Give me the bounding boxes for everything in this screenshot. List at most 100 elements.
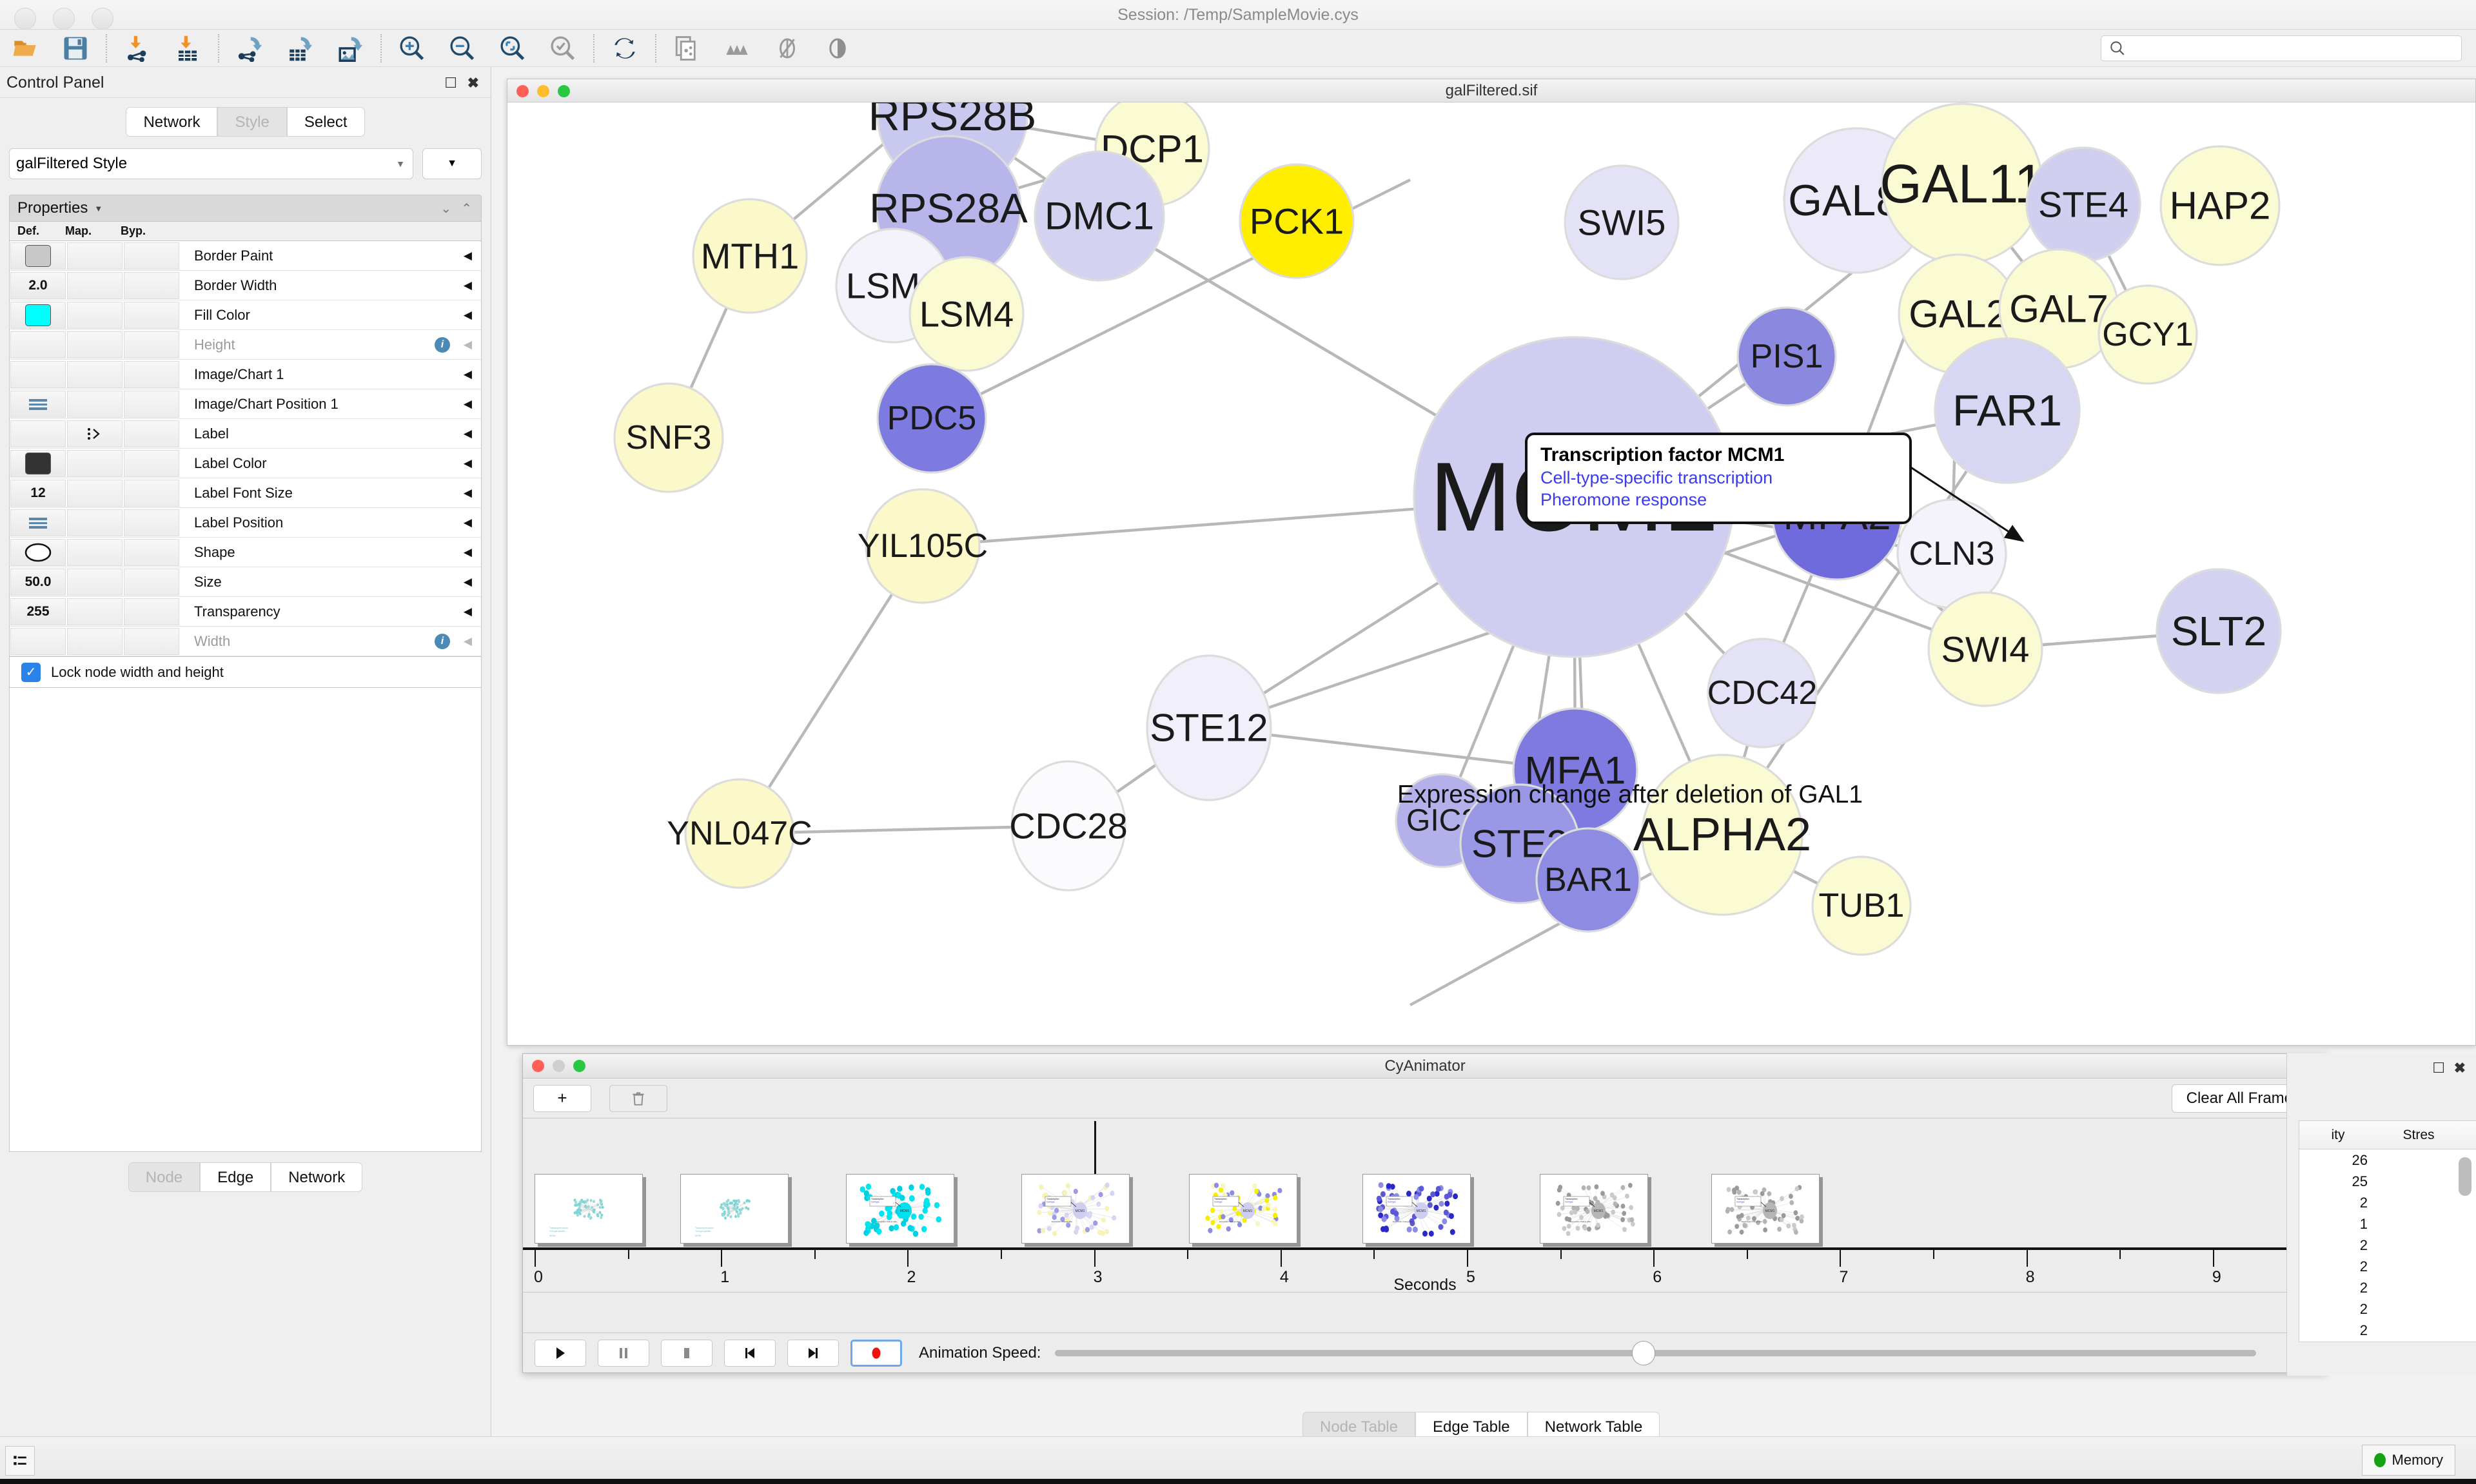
tab-network-style[interactable]: Network — [271, 1162, 363, 1192]
memory-status-button[interactable]: Memory — [2361, 1445, 2455, 1476]
chevron-left-icon[interactable]: ◀ — [463, 545, 472, 558]
info-icon[interactable]: i — [435, 633, 450, 649]
chevron-left-icon[interactable]: ◀ — [463, 605, 472, 618]
close-icon[interactable]: ✖ — [2453, 1060, 2466, 1076]
lock-node-size-row[interactable]: ✓ Lock node width and height — [9, 657, 482, 688]
table-row[interactable]: 2 — [2299, 1192, 2476, 1213]
property-bypass-cell[interactable] — [124, 420, 179, 447]
property-row[interactable]: Fill Color ◀ — [10, 300, 481, 330]
network-node[interactable]: SWI4 — [1927, 591, 2043, 707]
open-folder-icon[interactable] — [0, 30, 50, 67]
property-mapping-cell[interactable] — [67, 420, 123, 447]
property-row[interactable]: Label Position ◀ — [10, 508, 481, 538]
property-row[interactable]: Label Color ◀ — [10, 449, 481, 478]
table-row[interactable]: 2 — [2299, 1256, 2476, 1277]
network-node[interactable]: DMC1 — [1034, 150, 1165, 282]
minimize-window-button[interactable] — [537, 85, 549, 97]
chevron-left-icon[interactable]: ◀ — [463, 367, 472, 380]
float-panel-icon[interactable]: ☐ — [2432, 1060, 2445, 1076]
table-row[interactable]: 2 — [2299, 1235, 2476, 1256]
results-table-grid[interactable]: ity Stres 26 25 2 1 2 2 2 2 2 — [2299, 1120, 2476, 1342]
property-default-cell[interactable]: 2.0 — [10, 271, 66, 299]
network-node[interactable]: GAL11 — [1880, 103, 2045, 265]
property-bypass-cell[interactable] — [124, 390, 179, 418]
network-node[interactable]: YIL105C — [858, 488, 988, 604]
network-node[interactable]: BAR1 — [1535, 827, 1641, 933]
style-select[interactable]: galFiltered Style ▼ — [9, 148, 413, 179]
property-row[interactable]: Width i ◀ — [10, 627, 481, 656]
lock-node-checkbox[interactable]: ✓ — [21, 662, 41, 682]
zoom-fit-icon[interactable] — [487, 30, 538, 67]
property-row[interactable]: Label ◀ — [10, 419, 481, 449]
timeline-frame[interactable]: Transcription factor Cell-type-specific MC… — [535, 1174, 643, 1244]
column-header-ity[interactable]: ity — [2331, 1127, 2345, 1142]
chevron-left-icon[interactable]: ◀ — [463, 456, 472, 469]
import-network-icon[interactable] — [112, 30, 162, 67]
network-node[interactable]: CDC28 — [1009, 760, 1128, 892]
export-table-icon[interactable] — [275, 30, 325, 67]
property-bypass-cell[interactable] — [124, 509, 179, 536]
chevron-left-icon[interactable]: ◀ — [463, 516, 472, 529]
stop-button[interactable] — [661, 1339, 712, 1367]
network-node[interactable]: STE12 — [1146, 654, 1272, 801]
property-default-cell[interactable] — [10, 420, 66, 447]
export-image-icon[interactable] — [325, 30, 375, 67]
network-node[interactable]: STE4 — [2025, 146, 2141, 262]
property-mapping-cell[interactable] — [67, 449, 123, 477]
column-header-stress[interactable]: Stres — [2402, 1127, 2435, 1142]
collapse-all-icon[interactable]: ⌃ — [461, 201, 472, 216]
search-input[interactable] — [2101, 35, 2462, 61]
network-node[interactable]: SNF3 — [613, 382, 724, 493]
timeline-frame[interactable]: MCM1 Transcription Cell-type Expression cha… — [845, 1174, 954, 1244]
chevron-left-icon[interactable]: ◀ — [463, 397, 472, 410]
minimize-window-button[interactable] — [53, 8, 75, 30]
network-node[interactable]: MTH1 — [692, 198, 808, 314]
refresh-layout-icon[interactable] — [600, 30, 650, 67]
property-default-cell[interactable] — [10, 627, 66, 655]
property-mapping-cell[interactable] — [67, 301, 123, 329]
property-mapping-cell[interactable] — [67, 598, 123, 625]
close-window-button[interactable] — [14, 8, 36, 30]
chevron-left-icon[interactable]: ◀ — [463, 308, 472, 321]
property-default-cell[interactable] — [10, 449, 66, 477]
color-swatch[interactable] — [25, 304, 51, 326]
network-node[interactable]: SLT2 — [2156, 568, 2282, 694]
property-row[interactable]: Shape ◀ — [10, 538, 481, 567]
save-icon[interactable] — [50, 30, 101, 67]
show-all-icon[interactable] — [812, 30, 863, 67]
network-node[interactable]: LSM4 — [909, 256, 1025, 372]
close-icon[interactable]: ✖ — [467, 75, 479, 91]
property-row[interactable]: 50.0 Size ◀ — [10, 567, 481, 597]
record-button[interactable] — [850, 1339, 902, 1367]
tab-style[interactable]: Style — [217, 107, 287, 137]
network-node[interactable]: TUB1 — [1811, 855, 1912, 956]
chevron-left-icon[interactable]: ◀ — [463, 338, 472, 351]
cyanimator-window-controls[interactable] — [532, 1060, 585, 1072]
property-bypass-cell[interactable] — [124, 598, 179, 625]
timeline-frame[interactable]: MCM1 Transcription Cell-type Expression cha… — [1711, 1174, 1820, 1244]
property-default-cell[interactable] — [10, 301, 66, 329]
table-row[interactable]: 26 — [2299, 1149, 2476, 1171]
timeline-frame[interactable]: MCM1 Transcription Cell-type Expression cha… — [1021, 1174, 1130, 1244]
tab-node[interactable]: Node — [128, 1162, 201, 1192]
property-mapping-cell[interactable] — [67, 568, 123, 596]
property-mapping-cell[interactable] — [67, 242, 123, 269]
style-options-menu-button[interactable]: ▼ — [422, 148, 482, 179]
timeline-frame[interactable]: MCM1 Transcription Cell-type Expression cha… — [1189, 1174, 1298, 1244]
next-frame-button[interactable] — [787, 1339, 839, 1367]
network-canvas[interactable]: RPS28B DCP1 RPS28A DMC1 PCK1 SWI5 GAL80 GAL11 ST… — [507, 103, 2475, 1045]
chevron-down-icon[interactable]: ▼ — [94, 203, 103, 213]
network-node[interactable]: YNL047C — [667, 778, 812, 889]
property-row[interactable]: Image/Chart 1 ◀ — [10, 360, 481, 389]
add-frame-button[interactable]: + — [533, 1084, 591, 1112]
cyanimator-timeline[interactable]: Transcription factor Cell-type-specific MC… — [523, 1118, 2327, 1293]
network-node[interactable]: GAL7 — [1998, 248, 2119, 369]
property-bypass-cell[interactable] — [124, 568, 179, 596]
property-mapping-cell[interactable] — [67, 360, 123, 388]
property-bypass-cell[interactable] — [124, 242, 179, 269]
property-default-cell[interactable] — [10, 538, 66, 566]
property-mapping-cell[interactable] — [67, 271, 123, 299]
network-node[interactable]: PDC5 — [876, 363, 987, 474]
property-bypass-cell[interactable] — [124, 479, 179, 507]
expand-all-icon[interactable]: ⌄ — [440, 201, 451, 216]
